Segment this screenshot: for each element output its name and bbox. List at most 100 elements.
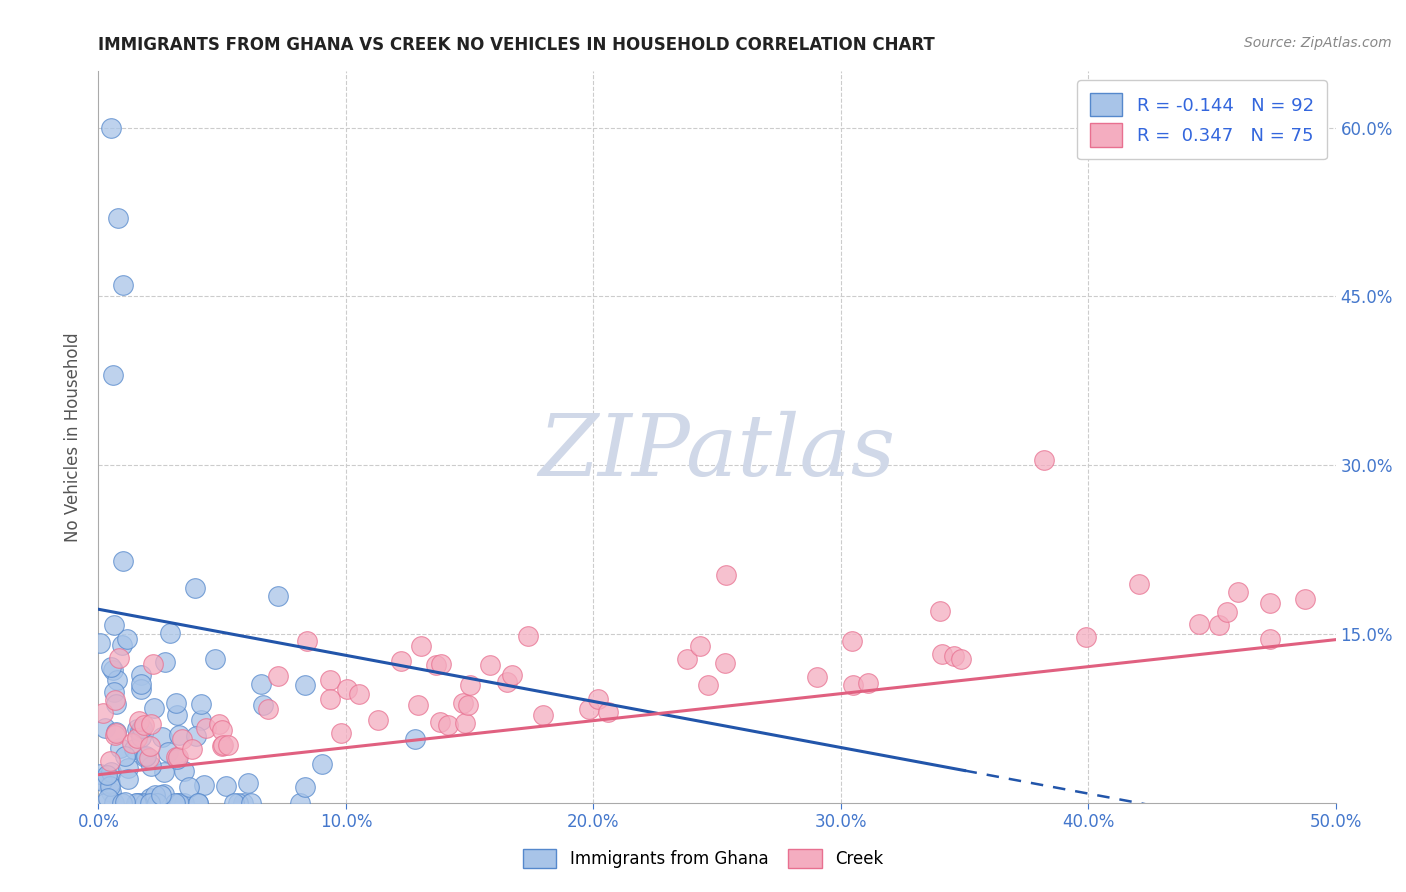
Point bbox=[929, 604, 952, 618]
Point bbox=[318, 691, 340, 706]
Point bbox=[100, 120, 122, 135]
Point bbox=[111, 638, 134, 652]
Point bbox=[90, 774, 112, 789]
Point bbox=[1188, 617, 1211, 632]
Point bbox=[250, 677, 273, 691]
Point bbox=[105, 698, 128, 712]
Point bbox=[131, 721, 153, 735]
Point bbox=[134, 718, 156, 732]
Point bbox=[129, 724, 152, 739]
Point bbox=[193, 778, 215, 792]
Point bbox=[187, 796, 209, 810]
Point bbox=[697, 678, 720, 692]
Point bbox=[139, 758, 162, 772]
Point bbox=[457, 698, 479, 713]
Point bbox=[1258, 596, 1281, 610]
Point bbox=[222, 796, 245, 810]
Point bbox=[1076, 630, 1098, 644]
Point bbox=[211, 723, 233, 738]
Point bbox=[166, 752, 188, 766]
Point bbox=[689, 640, 711, 654]
Point bbox=[931, 648, 953, 662]
Point bbox=[104, 728, 127, 742]
Point bbox=[177, 780, 200, 794]
Point bbox=[169, 728, 191, 742]
Point bbox=[943, 648, 966, 663]
Point bbox=[115, 632, 138, 646]
Point bbox=[165, 749, 187, 764]
Point bbox=[153, 787, 176, 801]
Point bbox=[96, 767, 118, 781]
Point bbox=[159, 625, 181, 640]
Point bbox=[1032, 452, 1054, 467]
Point bbox=[190, 714, 212, 728]
Point bbox=[586, 692, 609, 706]
Point bbox=[180, 742, 202, 756]
Point bbox=[150, 730, 173, 744]
Point bbox=[143, 788, 166, 802]
Point bbox=[252, 698, 274, 712]
Point bbox=[856, 675, 879, 690]
Point bbox=[713, 656, 735, 670]
Legend: R = -0.144   N = 92, R =  0.347   N = 75: R = -0.144 N = 92, R = 0.347 N = 75 bbox=[1077, 80, 1327, 160]
Point bbox=[167, 796, 190, 810]
Point bbox=[841, 634, 863, 648]
Point bbox=[166, 750, 188, 764]
Point bbox=[347, 687, 370, 701]
Point bbox=[184, 581, 207, 595]
Point bbox=[103, 618, 125, 632]
Point bbox=[163, 796, 186, 810]
Point bbox=[294, 780, 316, 794]
Point bbox=[190, 698, 212, 712]
Point bbox=[1208, 618, 1230, 632]
Point bbox=[1128, 577, 1150, 591]
Text: Source: ZipAtlas.com: Source: ZipAtlas.com bbox=[1244, 36, 1392, 50]
Point bbox=[404, 731, 426, 746]
Point bbox=[211, 739, 233, 753]
Point bbox=[389, 654, 412, 668]
Point bbox=[1216, 606, 1239, 620]
Point bbox=[458, 678, 481, 692]
Point bbox=[129, 796, 152, 810]
Point bbox=[172, 731, 194, 746]
Point bbox=[98, 776, 121, 790]
Point bbox=[104, 725, 127, 739]
Point bbox=[117, 761, 139, 775]
Point bbox=[212, 738, 235, 752]
Point bbox=[103, 368, 125, 383]
Point bbox=[267, 589, 290, 603]
Point bbox=[139, 739, 162, 754]
Point bbox=[107, 211, 129, 225]
Point bbox=[112, 278, 135, 293]
Point bbox=[1227, 584, 1250, 599]
Legend: Immigrants from Ghana, Creek: Immigrants from Ghana, Creek bbox=[516, 842, 890, 875]
Point bbox=[675, 652, 697, 666]
Point bbox=[110, 740, 132, 755]
Point bbox=[149, 788, 172, 802]
Point bbox=[451, 696, 474, 710]
Point bbox=[367, 713, 389, 727]
Point bbox=[101, 663, 124, 677]
Point bbox=[184, 729, 207, 743]
Point bbox=[111, 796, 134, 810]
Point bbox=[173, 764, 195, 779]
Point bbox=[105, 673, 128, 687]
Point bbox=[117, 772, 139, 786]
Point bbox=[111, 554, 134, 568]
Point bbox=[409, 639, 432, 653]
Point bbox=[204, 651, 226, 665]
Point bbox=[166, 707, 188, 722]
Point bbox=[173, 796, 195, 810]
Point bbox=[257, 701, 280, 715]
Point bbox=[167, 796, 190, 810]
Point bbox=[336, 681, 359, 696]
Point bbox=[125, 731, 148, 746]
Point bbox=[517, 629, 540, 643]
Point bbox=[217, 738, 239, 752]
Point bbox=[267, 668, 290, 682]
Point bbox=[103, 685, 125, 699]
Point bbox=[226, 796, 249, 810]
Point bbox=[430, 657, 453, 671]
Point bbox=[429, 714, 451, 729]
Point bbox=[131, 668, 153, 682]
